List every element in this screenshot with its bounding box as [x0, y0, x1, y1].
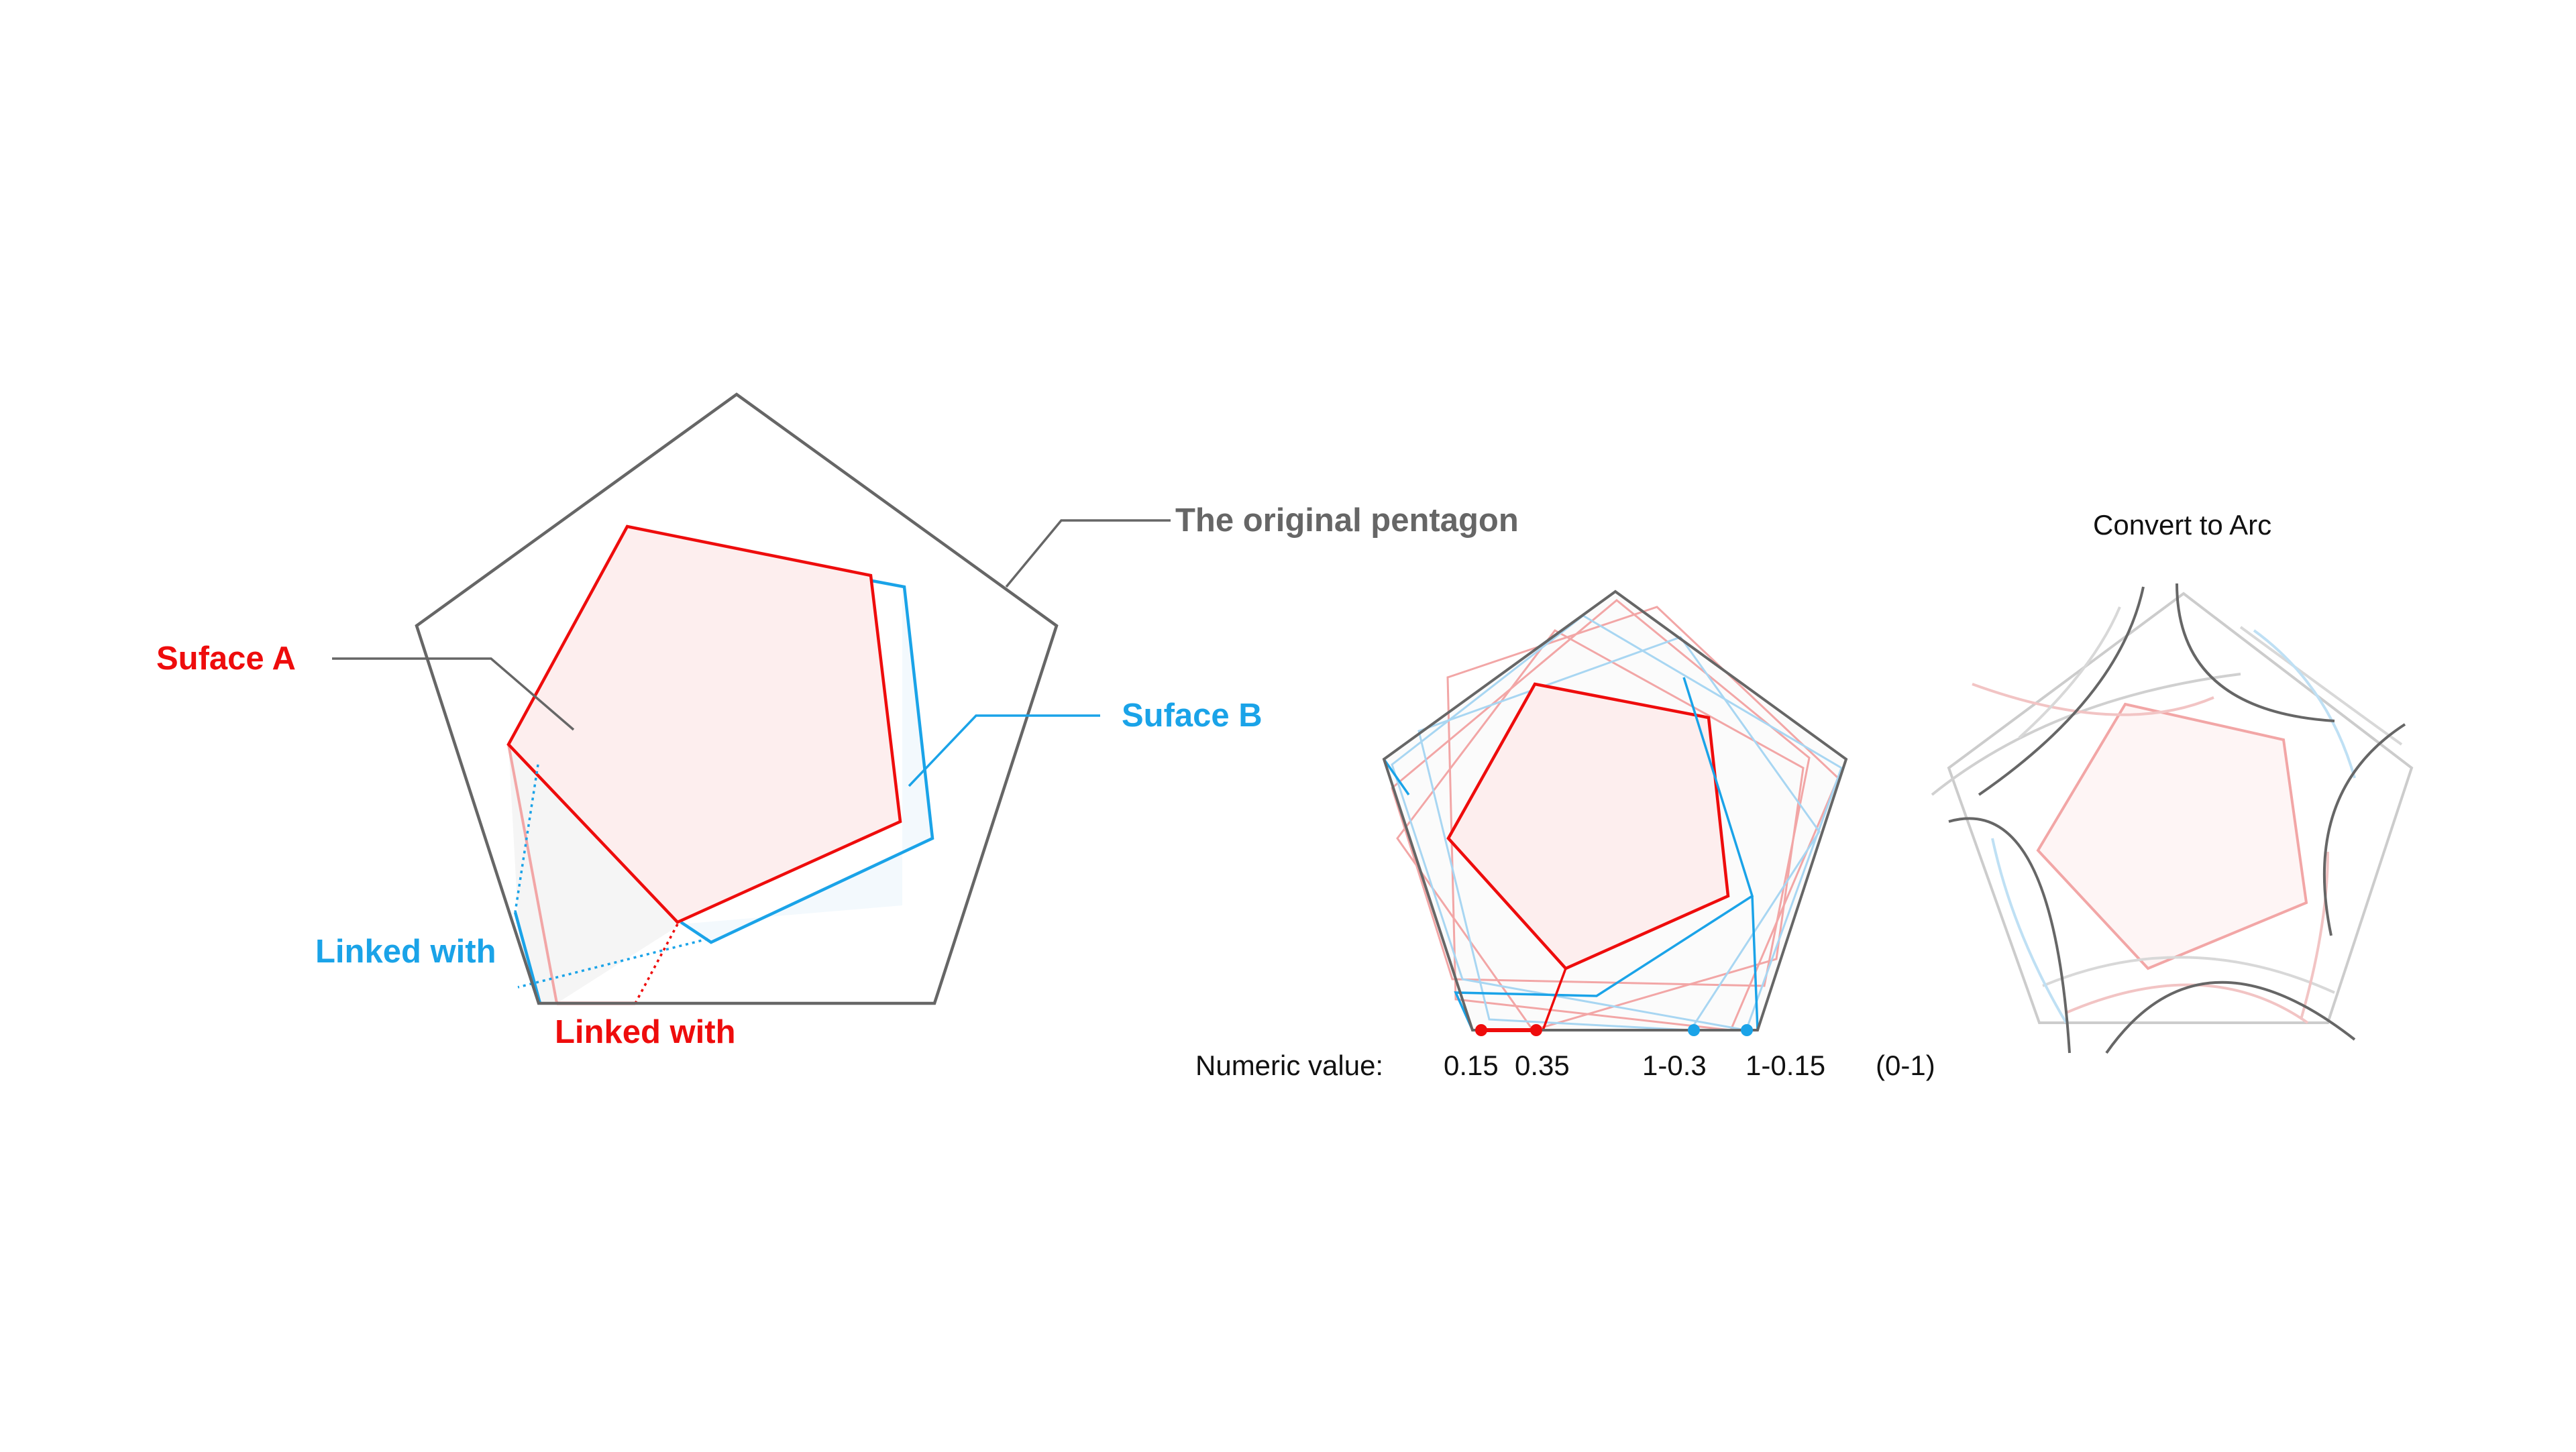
marker-1-0-15: [1741, 1024, 1753, 1036]
middle-light-blue-pentagon-1: [1391, 614, 1843, 1031]
label-surface-b: Suface B: [1122, 697, 1263, 734]
arc-light-7: [1991, 838, 2068, 1024]
right-diagram: [1931, 583, 2414, 1054]
arc-dark-3: [2323, 723, 2406, 936]
middle-blue-connector-2: [1751, 895, 1759, 1031]
middle-light-red-pentagon-1: [1391, 599, 1811, 987]
label-value-1-0-3: 1-0.3: [1642, 1050, 1707, 1081]
arc-light-9: [2018, 606, 2121, 739]
arc-light-5: [2042, 956, 2335, 994]
label-linked-with-blue: Linked with: [315, 934, 496, 970]
middle-red-connector: [1542, 968, 1567, 1031]
label-value-1-0-15: 1-0.15: [1746, 1050, 1826, 1081]
leader-surface-a: [332, 657, 575, 731]
leader-surface-b: [908, 714, 1100, 787]
middle-light-red-pentagon-2: [1396, 629, 1805, 1031]
arc-light-2: [1972, 683, 2214, 716]
label-value-0-15: 0.15: [1444, 1050, 1499, 1081]
label-linked-with-red: Linked with: [555, 1014, 736, 1050]
linked-region-fill: [508, 744, 681, 1003]
arc-light-8: [2300, 851, 2329, 1020]
leader-original-pentagon: [1005, 519, 1171, 588]
label-convert-to-arc: Convert to Arc: [2093, 509, 2272, 541]
middle-light-blue-pentagon-2: [1417, 636, 1821, 1031]
right-red-pentagon: [2036, 702, 2308, 970]
arc-dark-5: [1948, 817, 2071, 1054]
label-original-pentagon: The original pentagon: [1175, 502, 1519, 539]
middle-outer-pentagon: [1382, 590, 1848, 1031]
arc-dark-2: [2176, 583, 2335, 722]
label-range: (0-1): [1876, 1050, 1935, 1081]
arc-dark-4: [2105, 981, 2356, 1054]
red-link-dotted: [634, 924, 679, 1004]
surface-a: [506, 524, 902, 924]
middle-blue-connector-3: [1383, 758, 1410, 796]
arc-light-1: [1931, 673, 2241, 796]
surface-b-outline: [680, 579, 934, 944]
marker-0-35: [1530, 1024, 1542, 1036]
arc-dark-1: [1978, 586, 2145, 796]
marker-1-0-3: [1688, 1024, 1700, 1036]
linked-region-edge-light: [507, 744, 558, 1004]
blue-link-solid: [513, 911, 542, 1004]
blue-link-dotted-2: [514, 764, 539, 913]
label-surface-a: Suface A: [156, 640, 296, 677]
middle-red-pentagon: [1446, 682, 1730, 970]
blue-link-dotted-1: [517, 938, 708, 989]
label-value-0-35: 0.35: [1515, 1050, 1570, 1081]
middle-light-red-pentagon-3: [1446, 606, 1839, 1031]
marker-0-15: [1475, 1024, 1487, 1036]
arc-light-3: [2239, 626, 2403, 746]
right-gray-pentagon: [1947, 592, 2414, 1024]
label-numeric-value: Numeric value:: [1195, 1050, 1384, 1081]
middle-blue-connector-1: [1454, 677, 1754, 1031]
arc-light-4: [2253, 629, 2356, 779]
middle-diagram: [1382, 590, 1848, 1036]
original-pentagon: [415, 392, 1059, 1005]
left-diagram: [332, 392, 1171, 1005]
